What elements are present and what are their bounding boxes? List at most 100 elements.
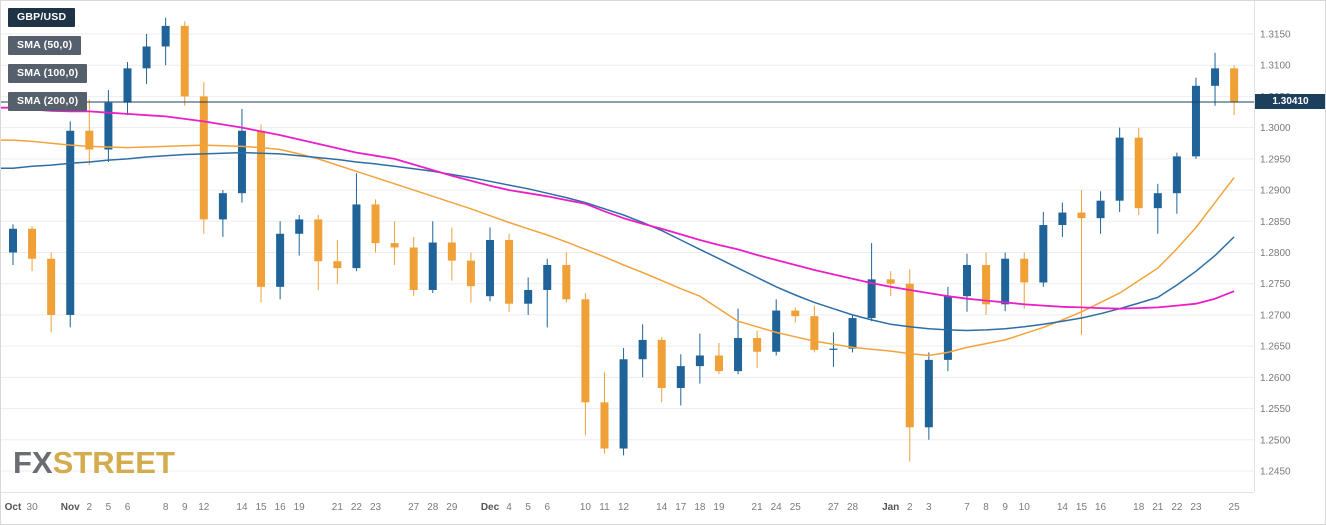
candle-down [371, 204, 380, 244]
candle-down [257, 130, 266, 287]
candle-up [161, 25, 170, 47]
y-axis-label: 1.2700 [1260, 310, 1291, 321]
x-axis-label: 27 [828, 502, 840, 513]
x-axis-label: 17 [675, 502, 687, 513]
x-axis-label: 12 [198, 502, 210, 513]
candle-up [943, 296, 952, 360]
candle-up [276, 233, 285, 287]
x-axis-label: 5 [106, 502, 112, 513]
x-axis-label: 16 [275, 502, 287, 513]
candle-up [619, 359, 628, 449]
x-axis-label: 6 [125, 502, 131, 513]
y-axis-label: 1.2650 [1260, 342, 1291, 353]
candle-down [390, 243, 399, 248]
x-axis-label: 15 [255, 502, 267, 513]
candle-up [1001, 258, 1010, 305]
x-axis-label: 7 [964, 502, 970, 513]
x-axis-label: 10 [580, 502, 592, 513]
candle-up [695, 355, 704, 367]
candle-down [905, 283, 914, 428]
sma-50-0-line [1, 139, 1235, 357]
fxstreet-watermark: FXSTREET [13, 447, 175, 478]
x-axis-label: Dec [481, 502, 500, 513]
symbol-badge[interactable]: GBP/USD [8, 8, 76, 27]
x-axis-label: 23 [370, 502, 382, 513]
x-axis-label: 30 [27, 502, 39, 513]
candle-down [753, 338, 762, 352]
candle-down [314, 219, 323, 262]
y-axis-label: 1.3100 [1260, 61, 1291, 72]
x-axis-label: Oct [5, 502, 22, 513]
sma200-badge[interactable]: SMA (200,0) [8, 92, 88, 111]
y-axis-label: 1.2600 [1260, 373, 1291, 384]
y-axis-label: 1.2750 [1260, 279, 1291, 290]
candle-up [218, 193, 227, 220]
candle-down [714, 355, 723, 372]
candle-up [1115, 137, 1124, 201]
y-axis-label: 1.2500 [1260, 435, 1291, 446]
x-axis-label: 15 [1076, 502, 1088, 513]
candle-up [1211, 68, 1220, 86]
x-axis-label: 14 [656, 502, 668, 513]
y-axis-label: 1.3150 [1260, 30, 1291, 41]
candle-up [772, 310, 781, 352]
x-axis-label: 14 [1057, 502, 1069, 513]
x-axis-label: 4 [506, 502, 512, 513]
x-axis-label: 9 [182, 502, 188, 513]
y-axis-label: 1.2550 [1260, 404, 1291, 415]
candle-down [1230, 68, 1239, 103]
x-axis-label: 29 [446, 502, 458, 513]
y-axis-label: 1.3000 [1260, 123, 1291, 134]
x-axis-label: 11 [599, 502, 610, 513]
x-axis-label: 5 [525, 502, 531, 513]
legend: GBP/USD SMA (50,0) SMA (100,0) SMA (200,… [8, 8, 88, 120]
candle-up [1172, 156, 1181, 194]
y-axis-label: 1.2850 [1260, 217, 1291, 228]
x-axis-label: 27 [408, 502, 420, 513]
x-axis-label: 21 [1152, 502, 1164, 513]
candle-down [409, 247, 418, 290]
candle-up [829, 348, 838, 350]
candle-down [28, 228, 37, 259]
x-axis-label: 19 [294, 502, 306, 513]
candle-down [982, 264, 991, 305]
candle-up [867, 279, 876, 319]
candle-up [237, 130, 246, 194]
candle-up [638, 339, 647, 360]
y-axis-label: 1.2800 [1260, 248, 1291, 259]
x-axis-label: 24 [771, 502, 783, 513]
candle-down [333, 261, 342, 269]
candle-down [447, 242, 456, 261]
candle-down [600, 402, 609, 449]
candle-up [1039, 225, 1048, 283]
y-axis-label: 1.2950 [1260, 154, 1291, 165]
sma50-badge[interactable]: SMA (50,0) [8, 36, 82, 55]
candle-up [486, 240, 494, 297]
x-axis-label: 22 [351, 502, 363, 513]
candle-down [810, 316, 819, 350]
candle-up [1153, 193, 1162, 209]
x-axis-label: 19 [713, 502, 725, 513]
candle-down [581, 299, 590, 403]
candle-down [886, 279, 895, 284]
x-axis-label: 25 [1229, 502, 1241, 513]
last-price-tag: 1.30410 [1255, 94, 1325, 110]
x-axis-label: Nov [61, 502, 80, 513]
x-axis-label: 21 [752, 502, 764, 513]
candle-down [85, 130, 94, 150]
candle-up [428, 242, 437, 290]
candle-up [676, 366, 685, 388]
x-axis-label: 23 [1190, 502, 1202, 513]
y-axis-label: 1.2450 [1260, 467, 1291, 478]
candle-down [1077, 212, 1086, 219]
candle-down [505, 240, 514, 304]
x-axis-label: 3 [926, 502, 932, 513]
sma100-badge[interactable]: SMA (100,0) [8, 64, 88, 83]
candle-up [104, 102, 113, 150]
x-axis-label: 14 [236, 502, 248, 513]
watermark-street: STREET [52, 445, 175, 480]
candle-down [180, 25, 189, 97]
x-axis-label: 22 [1171, 502, 1183, 513]
